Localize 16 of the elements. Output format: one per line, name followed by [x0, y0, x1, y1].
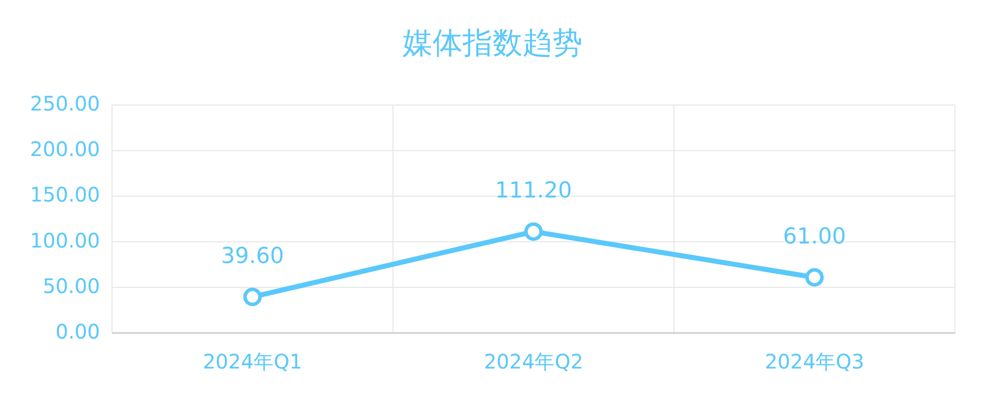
y-tick-label: 150.00	[30, 182, 100, 207]
x-tick-label: 2024年Q2	[484, 349, 584, 374]
y-tick-label: 0.00	[55, 319, 100, 344]
data-label: 111.20	[495, 178, 572, 204]
y-tick-label: 200.00	[30, 137, 100, 162]
data-label: 61.00	[783, 224, 846, 250]
point	[805, 268, 824, 287]
y-tick-label: 250.00	[30, 91, 100, 116]
chart-title: 媒体指数趋势	[402, 26, 582, 62]
point	[524, 222, 543, 241]
point	[243, 288, 262, 306]
y-tick-label: 100.00	[30, 228, 100, 252]
x-tick-label: 2024年Q3	[764, 349, 864, 374]
data-label: 39.60	[221, 244, 284, 269]
x-tick-label: 2024年Q1	[202, 349, 302, 374]
y-tick-label: 50.00	[42, 274, 100, 298]
